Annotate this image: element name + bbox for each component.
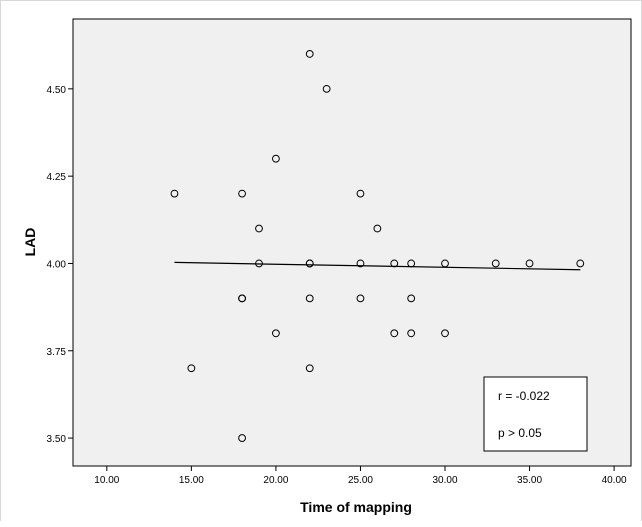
- data-point: [272, 329, 280, 338]
- data-point: [305, 259, 314, 268]
- x-tick-label: 40.00: [602, 475, 627, 486]
- data-point: [238, 189, 246, 198]
- data-point: [407, 259, 416, 268]
- data-point: [305, 364, 314, 373]
- data-point: [525, 259, 534, 268]
- data-point: [407, 329, 416, 338]
- data-point: [255, 224, 263, 233]
- y-axis-label: LAD: [22, 228, 38, 257]
- x-tick-label: 10.00: [94, 475, 119, 486]
- data-point: [238, 434, 246, 442]
- data-point: [390, 329, 399, 338]
- data-point: [272, 154, 280, 163]
- data-point: [322, 84, 331, 93]
- data-point: [356, 294, 365, 303]
- data-point: [305, 50, 314, 58]
- fit-line-group: [174, 261, 581, 271]
- annotation-p-value: p > 0.05: [498, 426, 542, 440]
- y-tick-label: 3.50: [47, 434, 67, 445]
- data-point: [576, 259, 585, 268]
- y-tick-label: 3.75: [47, 347, 67, 358]
- stats-annotation-box: r = -0.022 p > 0.05: [483, 376, 588, 452]
- annotation-box: [483, 376, 588, 452]
- data-point: [356, 259, 365, 268]
- x-tick-label: 20.00: [263, 475, 288, 486]
- data-point: [441, 329, 449, 338]
- y-axis: 3.50 3.75 4.00 4.25 4.50: [47, 85, 73, 445]
- data-points: [170, 50, 585, 442]
- data-point: [373, 224, 382, 233]
- x-tick-label: 15.00: [179, 475, 204, 486]
- data-point: [238, 294, 246, 303]
- x-axis: 10.00 15.00 20.00 25.00 30.00 35.00 40.00: [94, 466, 627, 486]
- y-tick-label: 4.25: [47, 172, 67, 183]
- data-point: [407, 294, 416, 303]
- x-tick-label: 25.00: [348, 475, 373, 486]
- x-tick-label: 30.00: [432, 475, 457, 486]
- regression-line: [174, 261, 581, 271]
- data-point: [255, 259, 263, 268]
- data-point: [170, 189, 179, 198]
- data-point: [305, 294, 314, 303]
- y-tick-label: 4.00: [47, 259, 67, 270]
- x-tick-label: 35.00: [517, 475, 542, 486]
- data-point: [187, 364, 196, 373]
- x-axis-label: Time of mapping: [300, 499, 412, 515]
- y-tick-label: 4.50: [47, 85, 67, 96]
- data-point: [356, 189, 365, 198]
- data-point: [441, 259, 449, 268]
- data-point: [491, 259, 500, 268]
- annotation-r-value: r = -0.022: [498, 389, 550, 403]
- data-point: [390, 259, 399, 268]
